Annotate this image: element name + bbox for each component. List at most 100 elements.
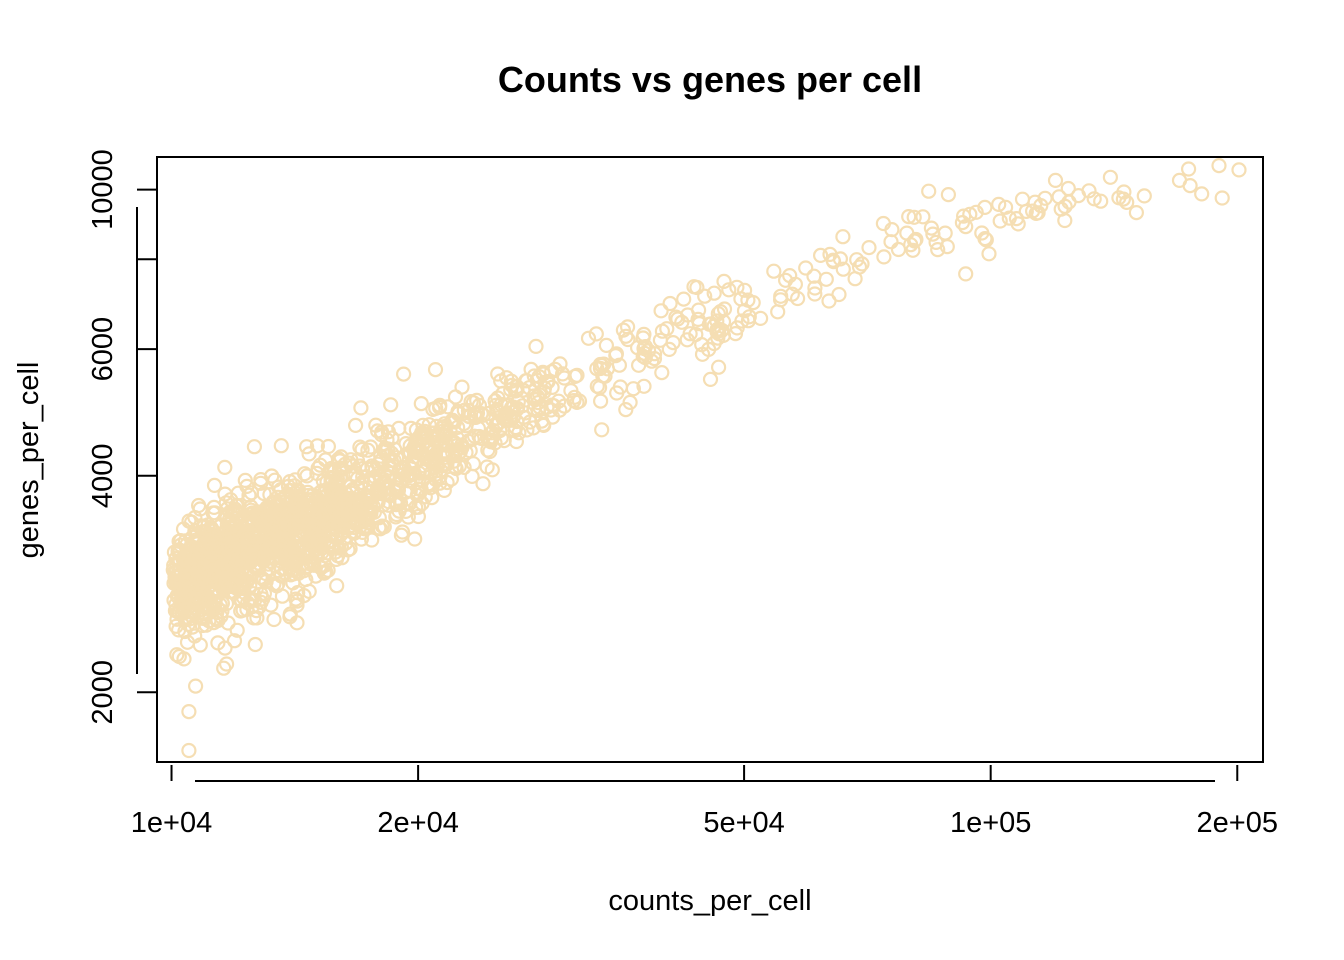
data-point xyxy=(448,460,464,477)
data-point xyxy=(371,510,387,526)
data-point xyxy=(822,246,838,262)
data-point xyxy=(588,326,604,342)
data-point xyxy=(752,310,769,326)
data-point xyxy=(825,254,842,270)
data-point xyxy=(908,231,924,248)
data-point xyxy=(254,551,270,567)
data-point xyxy=(766,263,782,279)
data-point xyxy=(260,509,276,525)
data-point xyxy=(424,490,440,506)
data-point xyxy=(309,438,325,454)
data-point xyxy=(314,540,330,556)
data-point xyxy=(192,501,208,517)
data-point xyxy=(463,394,479,410)
data-point xyxy=(1116,184,1132,200)
data-point xyxy=(782,268,798,284)
data-point xyxy=(266,611,282,628)
data-point xyxy=(921,183,937,199)
data-point xyxy=(181,703,197,720)
data-point xyxy=(835,229,851,245)
data-point xyxy=(1136,188,1152,204)
data-point xyxy=(469,405,486,421)
data-point xyxy=(515,382,531,398)
data-point xyxy=(770,304,786,320)
data-point xyxy=(252,512,268,528)
data-point xyxy=(251,521,267,538)
y-tick-label: 6000 xyxy=(87,317,119,382)
data-point xyxy=(460,408,476,424)
data-point xyxy=(499,370,515,386)
data-point xyxy=(528,338,544,354)
data-point xyxy=(690,311,706,327)
data-point xyxy=(239,478,255,494)
data-point xyxy=(991,196,1007,212)
y-tick-label: 4000 xyxy=(87,444,119,509)
x-tick-label: 5e+04 xyxy=(703,807,784,839)
data-point xyxy=(172,542,188,559)
data-point xyxy=(611,357,628,373)
data-point xyxy=(777,272,794,288)
data-point xyxy=(363,439,379,455)
data-point xyxy=(252,569,268,586)
data-point xyxy=(168,618,184,634)
data-point xyxy=(807,286,823,302)
data-point xyxy=(676,291,692,307)
data-point xyxy=(915,209,931,225)
data-point xyxy=(861,240,877,256)
data-point xyxy=(700,341,717,357)
data-point xyxy=(736,303,753,319)
data-point xyxy=(306,557,322,573)
data-point xyxy=(217,459,233,475)
y-tick-label: 10000 xyxy=(87,149,119,230)
data-point xyxy=(256,486,272,502)
data-point xyxy=(169,611,185,627)
data-point xyxy=(236,541,252,557)
data-point xyxy=(355,524,371,541)
data-point xyxy=(670,311,686,327)
data-point xyxy=(206,477,223,493)
data-point xyxy=(288,591,304,607)
data-point xyxy=(360,442,376,458)
data-point xyxy=(450,446,466,462)
data-point xyxy=(427,362,444,378)
data-point xyxy=(977,199,993,215)
data-point xyxy=(167,565,183,581)
data-point xyxy=(876,249,892,265)
data-point xyxy=(736,282,753,298)
data-point xyxy=(210,612,226,629)
data-point xyxy=(955,208,972,224)
data-point xyxy=(346,515,362,531)
data-point xyxy=(1093,193,1109,209)
data-point xyxy=(890,241,907,258)
data-point xyxy=(467,428,483,444)
data-point xyxy=(296,587,312,604)
data-point xyxy=(337,497,353,513)
data-point xyxy=(509,400,526,416)
data-point xyxy=(187,628,203,644)
data-point xyxy=(264,468,280,484)
data-point xyxy=(227,501,243,517)
data-point xyxy=(380,424,396,440)
data-point xyxy=(402,438,418,454)
data-point xyxy=(301,446,317,462)
data-point xyxy=(580,330,597,346)
data-point xyxy=(391,420,407,436)
data-point xyxy=(518,373,534,389)
data-point xyxy=(495,385,511,401)
data-point xyxy=(236,584,252,601)
data-point xyxy=(1047,172,1064,188)
data-point xyxy=(544,379,560,395)
data-point xyxy=(1128,205,1145,221)
data-point xyxy=(569,394,585,410)
data-point xyxy=(396,366,412,382)
data-point xyxy=(394,524,411,540)
x-tick-label: 1e+04 xyxy=(131,807,212,839)
data-point xyxy=(237,472,253,488)
data-point xyxy=(710,359,727,375)
data-point xyxy=(710,306,726,322)
data-point xyxy=(598,337,615,353)
data-point xyxy=(1211,158,1227,174)
data-point xyxy=(1014,191,1031,207)
data-point xyxy=(244,540,260,556)
data-point xyxy=(383,397,399,413)
